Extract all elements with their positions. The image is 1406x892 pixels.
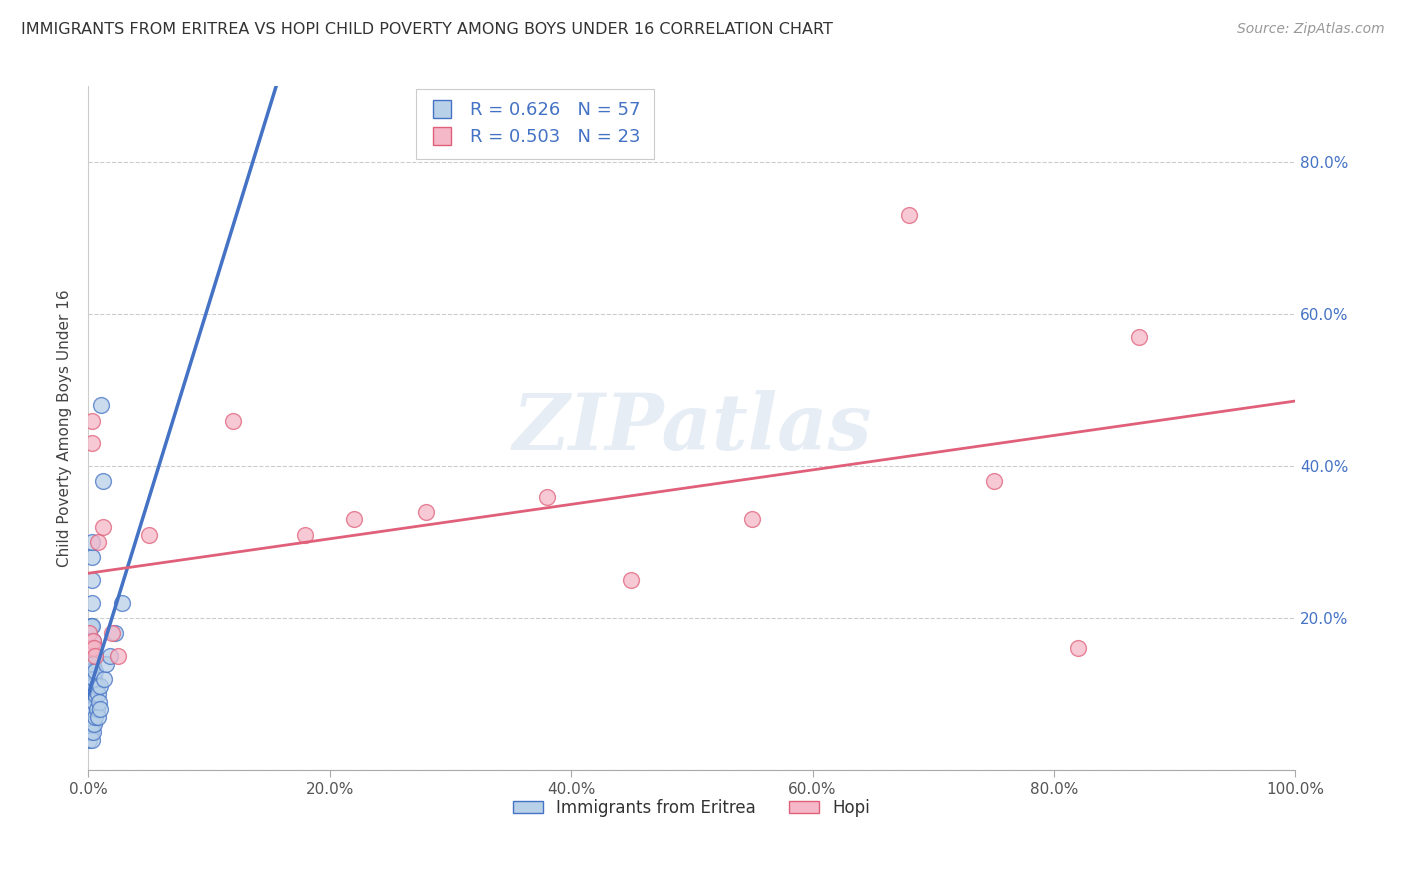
Text: ZIPatlas: ZIPatlas (512, 390, 872, 467)
Point (80, 618, 103, 632)
Point (80, 414, 103, 428)
Point (79, 648, 101, 663)
Point (82, 680, 104, 694)
Point (82, 657, 104, 671)
Point (86, 702, 108, 716)
Point (80, 672, 103, 686)
Point (79, 687, 101, 701)
Point (83, 641, 105, 656)
Point (80, 702, 103, 716)
Point (83, 695, 105, 709)
Point (898, 209, 921, 223)
Point (86, 680, 108, 694)
Point (79, 641, 101, 656)
Point (93, 672, 115, 686)
Point (80, 535, 103, 549)
Point (83, 672, 105, 686)
Point (89, 680, 111, 694)
Point (79, 710, 101, 724)
Text: Source: ZipAtlas.com: Source: ZipAtlas.com (1237, 22, 1385, 37)
Legend: Immigrants from Eritrea, Hopi: Immigrants from Eritrea, Hopi (506, 792, 877, 823)
Point (90, 398, 112, 412)
Point (80, 687, 103, 701)
Point (1128, 330, 1150, 344)
Point (84, 710, 107, 724)
Point (80, 550, 103, 565)
Point (111, 596, 134, 610)
Point (80, 436, 103, 450)
Point (84, 687, 107, 701)
Point (84, 648, 107, 663)
Point (104, 626, 127, 640)
Point (80, 695, 103, 709)
Point (107, 648, 129, 663)
Point (1067, 641, 1090, 656)
Point (80, 596, 103, 610)
Point (343, 512, 366, 526)
Point (79, 717, 101, 731)
Point (91, 520, 114, 534)
Point (82, 633, 104, 648)
Point (983, 475, 1005, 489)
Point (91, 475, 114, 489)
Point (79, 725, 101, 739)
Point (79, 702, 101, 716)
Point (79, 672, 101, 686)
Point (741, 512, 763, 526)
Point (82, 702, 104, 716)
Point (620, 573, 643, 587)
Point (79, 710, 101, 724)
Point (77, 725, 100, 739)
Point (536, 490, 558, 504)
Y-axis label: Child Poverty Among Boys Under 16: Child Poverty Among Boys Under 16 (58, 289, 72, 567)
Point (138, 527, 160, 541)
Point (98, 648, 121, 663)
Point (87, 687, 110, 701)
Point (294, 527, 316, 541)
Point (222, 414, 245, 428)
Point (79, 618, 101, 632)
Point (80, 717, 103, 731)
Point (79, 687, 101, 701)
Point (89, 702, 111, 716)
Point (415, 505, 437, 519)
Point (87, 695, 110, 709)
Point (80, 732, 103, 747)
Point (82, 725, 104, 739)
Point (79, 665, 101, 679)
Point (80, 641, 103, 656)
Point (79, 695, 101, 709)
Point (87, 535, 110, 549)
Point (79, 732, 101, 747)
Point (87, 710, 110, 724)
Point (101, 626, 124, 640)
Point (83, 717, 105, 731)
Point (96, 657, 118, 671)
Point (80, 665, 103, 679)
Point (80, 717, 103, 731)
Point (80, 573, 103, 587)
Point (79, 641, 101, 656)
Point (79, 626, 101, 640)
Point (77, 702, 100, 716)
Point (77, 717, 100, 731)
Point (84, 665, 107, 679)
Point (82, 633, 104, 648)
Text: IMMIGRANTS FROM ERITREA VS HOPI CHILD POVERTY AMONG BOYS UNDER 16 CORRELATION CH: IMMIGRANTS FROM ERITREA VS HOPI CHILD PO… (21, 22, 832, 37)
Point (79, 725, 101, 739)
